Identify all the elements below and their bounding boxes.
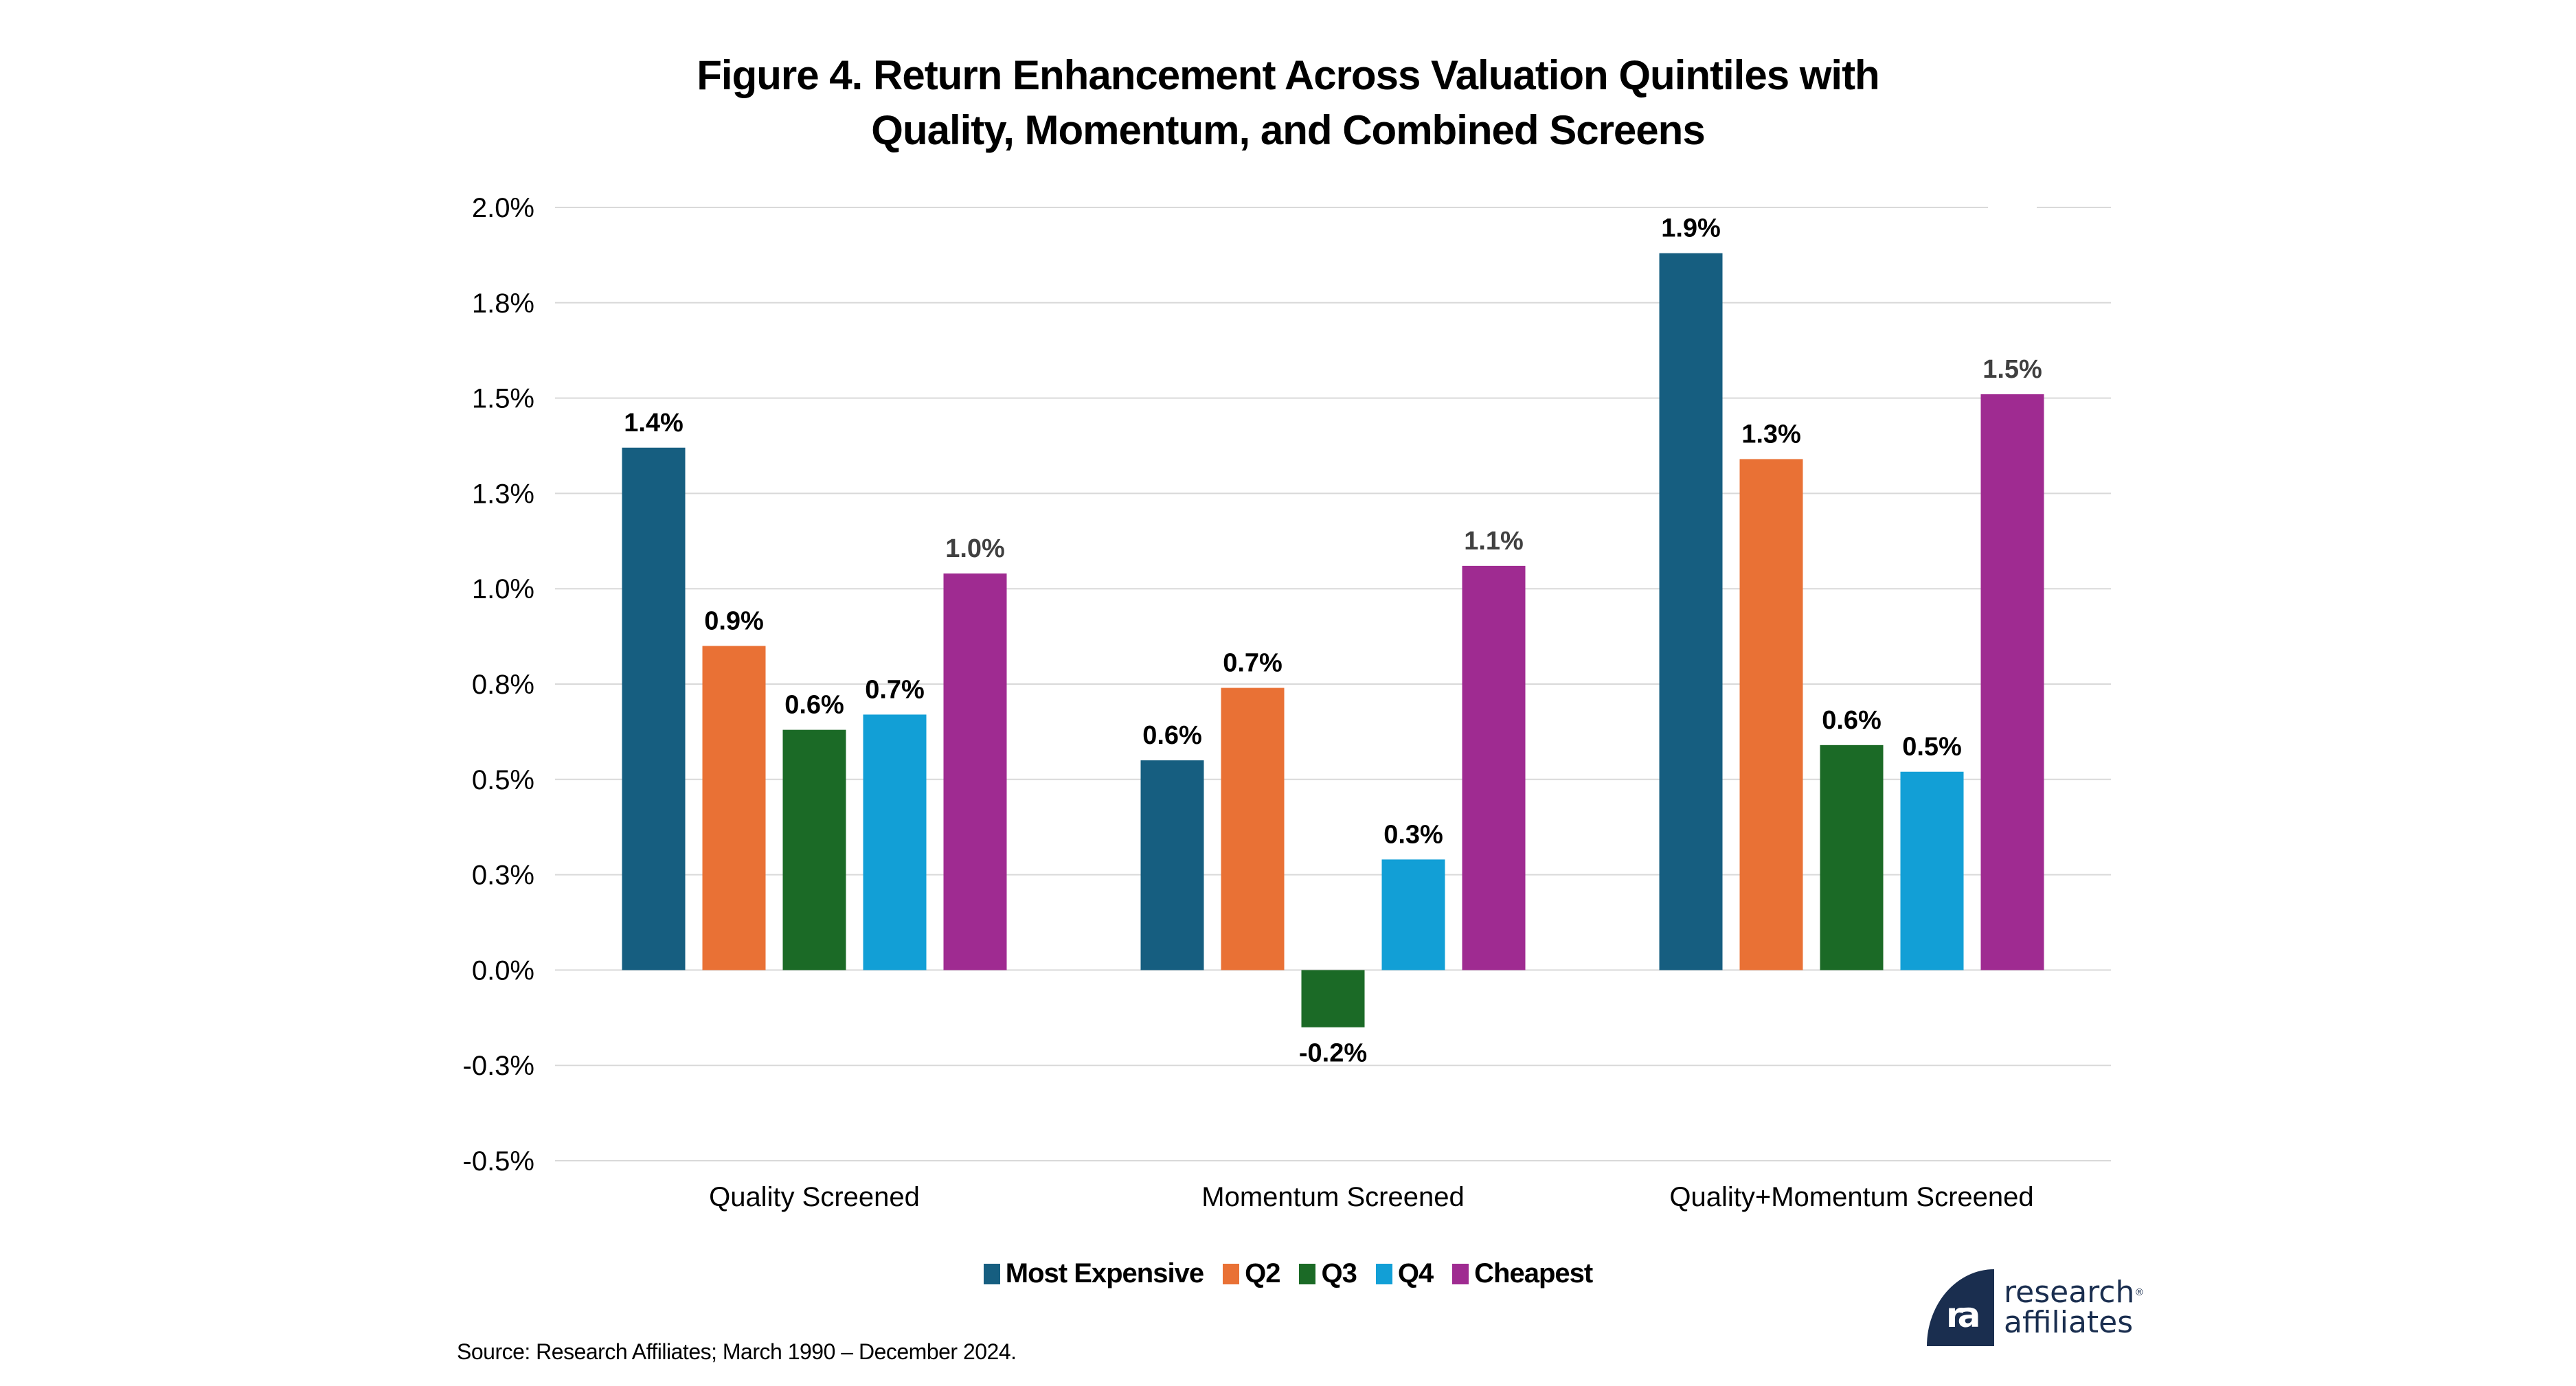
- legend-item: Most Expensive: [983, 1258, 1204, 1289]
- logo-wordmark: research® affiliates: [2004, 1277, 2144, 1338]
- bar-data-label: 0.7%: [865, 675, 925, 704]
- legend-swatch: [1375, 1263, 1392, 1284]
- legend-label: Cheapest: [1474, 1258, 1593, 1288]
- source-note: Source: Research Affiliates; March 1990 …: [457, 1339, 1017, 1364]
- x-category-label: Momentum Screened: [1201, 1182, 1464, 1212]
- bar-q3: [782, 729, 846, 970]
- y-tick-label: 1.8%: [472, 288, 534, 319]
- legend-item: Q4: [1375, 1258, 1434, 1289]
- y-tick-label: 2.0%: [472, 193, 534, 223]
- bar-most-expensive: [622, 447, 686, 970]
- bar-q4: [1381, 859, 1445, 970]
- legend-item: Q3: [1299, 1258, 1357, 1289]
- bar-data-label: 1.4%: [624, 409, 683, 438]
- bar-most-expensive: [1140, 760, 1204, 970]
- gridline-gap: [1988, 205, 2037, 209]
- bar-cheapest: [1462, 565, 1526, 970]
- x-category-label: Quality Screened: [709, 1182, 920, 1212]
- y-tick-label: -0.3%: [463, 1051, 535, 1081]
- legend-label: Q2: [1245, 1258, 1280, 1288]
- chart-title-line-2: Quality, Momentum, and Combined Screens: [871, 107, 1705, 153]
- bar-cheapest: [943, 573, 1007, 970]
- bar-data-label: -0.2%: [1299, 1039, 1367, 1068]
- bar-data-label: 1.5%: [1982, 355, 2042, 384]
- y-tick-label: 0.5%: [472, 765, 534, 795]
- legend-swatch: [1452, 1263, 1469, 1284]
- legend-swatch: [1299, 1263, 1316, 1284]
- y-tick-label: 0.8%: [472, 670, 534, 700]
- logo-mark-glyph: ra: [1946, 1295, 1980, 1335]
- bar-most-expensive: [1659, 253, 1723, 970]
- x-axis-category-labels: Quality Screened Momentum Screened Quality…: [709, 1182, 2034, 1212]
- bar-q2: [702, 646, 766, 970]
- bar-data-label: 0.9%: [704, 606, 764, 635]
- bar-cheapest: [1980, 394, 2044, 970]
- legend-label: Q4: [1397, 1258, 1434, 1288]
- y-tick-label: -0.5%: [463, 1146, 535, 1177]
- y-tick-label: 0.0%: [472, 955, 534, 986]
- y-tick-label: 1.0%: [472, 574, 534, 604]
- bar-data-label: 0.3%: [1383, 820, 1443, 849]
- bar-data-label: 1.0%: [945, 534, 1005, 563]
- chart-title: Figure 4. Return Enhancement Across Valu…: [0, 48, 2576, 158]
- bar-data-label: 0.5%: [1902, 733, 1962, 762]
- legend: Most Expensive Q2 Q3 Q4 Cheapest: [0, 1258, 2576, 1291]
- legend-item: Q2: [1223, 1258, 1280, 1289]
- bar-data-label: 1.3%: [1741, 420, 1801, 448]
- chart-title-line-1: Figure 4. Return Enhancement Across Valu…: [697, 52, 1879, 98]
- legend-item: Cheapest: [1452, 1258, 1593, 1289]
- bar-q3: [1820, 745, 1884, 970]
- legend-swatch: [983, 1263, 1000, 1284]
- x-category-label: Quality+Momentum Screened: [1669, 1182, 2033, 1212]
- y-tick-label: 1.5%: [472, 384, 534, 414]
- y-tick-label: 0.3%: [472, 861, 534, 891]
- bar-data-label: 0.6%: [1142, 721, 1202, 750]
- y-axis-tick-labels: 2.0% 1.8% 1.5% 1.3% 1.0% 0.8% 0.5% 0.3% 0.0% -0.3…: [463, 193, 535, 1177]
- bar-q4: [1900, 771, 1964, 970]
- logo-line-1: research: [2004, 1275, 2135, 1310]
- bars: [622, 253, 2044, 1027]
- legend-label: Most Expensive: [1005, 1258, 1204, 1288]
- bar-q2: [1221, 688, 1285, 970]
- bar-data-label: 1.9%: [1661, 214, 1721, 243]
- bar-data-label: 1.1%: [1464, 527, 1524, 556]
- bar-q3: [1301, 970, 1365, 1027]
- legend-swatch: [1223, 1263, 1240, 1284]
- bar-data-labels: 1.4% 0.9% 0.6% 0.7% 1.0% 0.6% 0.7% -0.2% 0.3% 1.1…: [624, 214, 2042, 1068]
- bar-data-label: 0.7%: [1223, 649, 1283, 678]
- y-tick-label: 1.3%: [472, 479, 534, 509]
- logo-mark-icon: ra: [1927, 1269, 1994, 1346]
- registered-mark: ®: [2134, 1287, 2145, 1298]
- bar-q4: [863, 714, 927, 970]
- logo-line-2: affiliates: [2004, 1305, 2134, 1340]
- bar-q2: [1739, 459, 1803, 970]
- bar-data-label: 0.6%: [1822, 706, 1882, 735]
- legend-label: Q3: [1321, 1258, 1357, 1288]
- bar-data-label: 0.6%: [784, 691, 844, 720]
- research-affiliates-logo: ra research® affiliates: [1927, 1269, 2144, 1346]
